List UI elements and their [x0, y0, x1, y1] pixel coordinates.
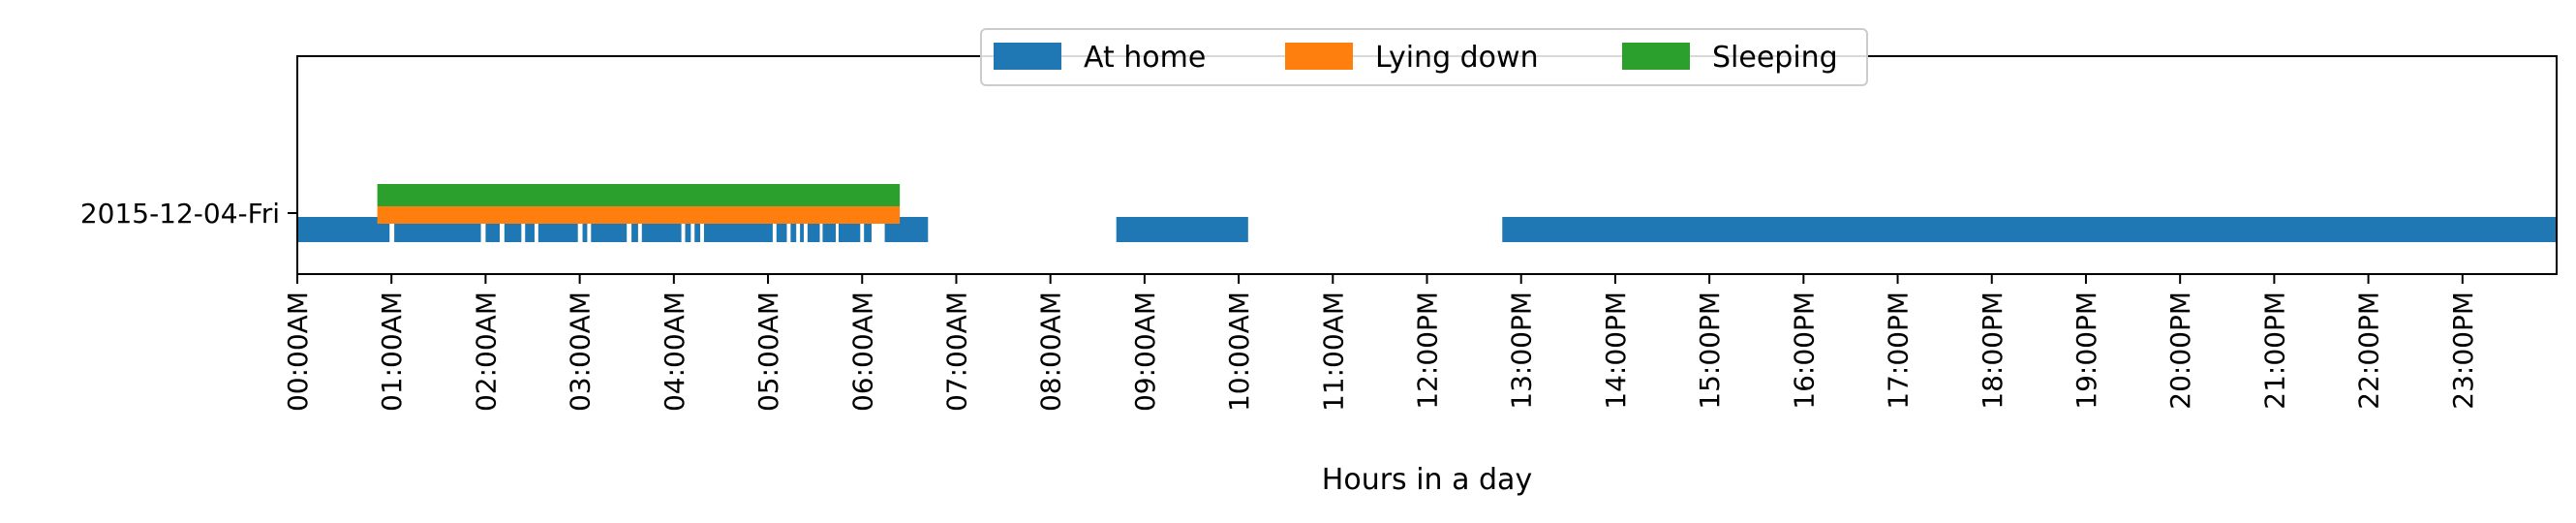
x-tick-label: 19:00PM	[2070, 292, 2102, 410]
x-tick-label: 04:00AM	[659, 292, 690, 412]
at-home-interval	[631, 217, 638, 242]
at-home-legend-label: At home	[1084, 41, 1206, 75]
lying-down-legend-label: Lying down	[1375, 41, 1539, 75]
x-tick-label: 07:00AM	[940, 292, 972, 412]
at-home-interval	[790, 217, 797, 242]
sleeping-interval	[377, 184, 901, 206]
x-tick-label: 22:00PM	[2353, 292, 2385, 410]
at-home-interval	[525, 217, 535, 242]
x-tick-label: 13:00PM	[1506, 292, 1538, 410]
x-tick-label: 23:00PM	[2447, 292, 2479, 410]
at-home-interval	[864, 217, 872, 242]
x-tick-label: 20:00PM	[2164, 292, 2196, 410]
x-tick-label: 12:00PM	[1412, 292, 1444, 410]
x-tick-label: 05:00AM	[752, 292, 784, 412]
x-tick-label: 16:00PM	[1788, 292, 1820, 410]
x-tick-label: 03:00AM	[565, 292, 597, 412]
sleeping-legend-swatch	[1622, 43, 1690, 70]
x-tick-label: 02:00AM	[470, 292, 502, 412]
lying-down-interval	[377, 206, 901, 224]
at-home-interval	[1502, 217, 2557, 242]
x-tick-label: 01:00AM	[376, 292, 408, 412]
at-home-interval	[685, 217, 691, 242]
activity-bars	[297, 184, 2557, 242]
x-tick-label: 10:00AM	[1223, 292, 1255, 412]
x-tick-label: 11:00AM	[1317, 292, 1349, 412]
x-tick-label: 00:00AM	[282, 292, 314, 412]
legend: At home Lying down Sleeping	[980, 28, 1868, 86]
y-axis: 2015-12-04-Fri	[80, 198, 297, 230]
y-tick-label: 2015-12-04-Fri	[80, 198, 280, 230]
x-tick-label: 06:00AM	[846, 292, 878, 412]
at-home-interval	[1116, 217, 1248, 242]
x-tick-label: 08:00AM	[1035, 292, 1067, 412]
x-tick-label: 21:00PM	[2258, 292, 2290, 410]
x-tick-label: 18:00PM	[1977, 292, 2009, 410]
x-tick-label: 14:00PM	[1600, 292, 1632, 410]
at-home-interval	[776, 217, 787, 242]
x-axis-label: Hours in a day	[1322, 463, 1532, 497]
at-home-legend-swatch	[994, 43, 1061, 70]
x-tick-label: 15:00PM	[1694, 292, 1726, 410]
sleeping-legend-label: Sleeping	[1712, 41, 1838, 75]
at-home-interval	[297, 217, 390, 242]
at-home-interval	[800, 217, 804, 242]
at-home-interval	[694, 217, 701, 242]
x-tick-label: 09:00AM	[1129, 292, 1161, 412]
x-tick-label: 17:00PM	[1883, 292, 1915, 410]
lying-down-legend-swatch	[1285, 43, 1353, 70]
x-axis: 00:00AM 01:00AM 02:00AM 03:00AM 04:00AM 05:00…	[282, 274, 2479, 412]
at-home-interval	[582, 217, 588, 242]
